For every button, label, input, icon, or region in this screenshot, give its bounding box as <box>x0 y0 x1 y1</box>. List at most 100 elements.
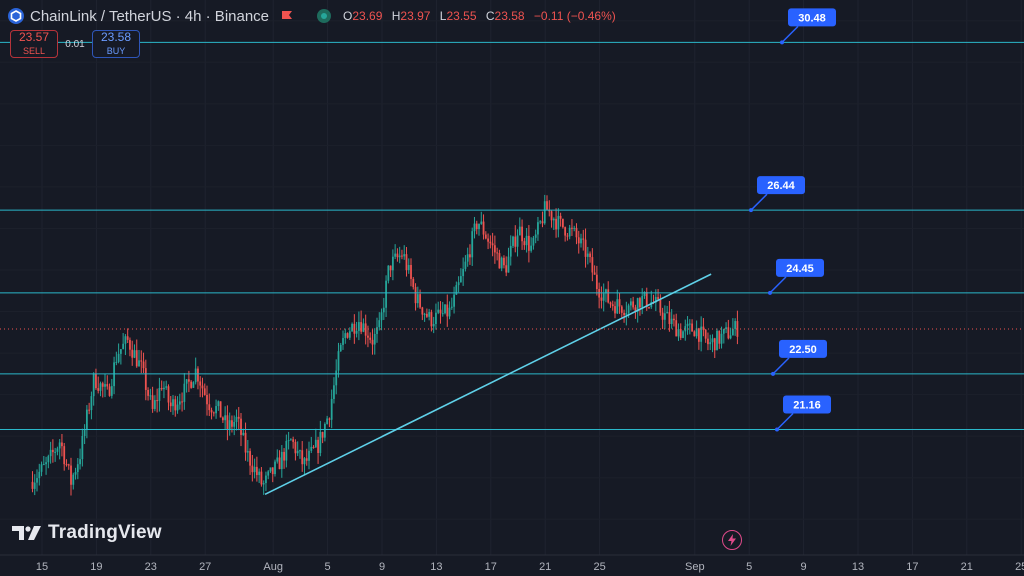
level-callout[interactable]: 30.48 <box>780 8 836 45</box>
candle-body <box>219 401 222 418</box>
tradingview-logo[interactable]: TradingView <box>12 522 162 544</box>
candle-body <box>566 235 569 237</box>
x-tick-label: 17 <box>485 561 497 573</box>
candle-body <box>459 276 462 283</box>
candle-body <box>357 322 360 331</box>
candle-body <box>283 451 285 461</box>
candle-body <box>611 304 614 307</box>
candle-body <box>530 245 533 251</box>
x-tick-label: 9 <box>801 561 807 573</box>
candle-body <box>394 253 397 257</box>
candle-body <box>702 326 705 330</box>
horizontal-levels[interactable]: 30.48 26.44 24.45 22.50 21.16 <box>0 8 1024 432</box>
candle-body <box>661 312 664 320</box>
candle-body <box>675 320 678 337</box>
candle-body <box>518 226 521 236</box>
candle-body <box>493 245 496 253</box>
candle-body <box>181 401 183 403</box>
level-callout[interactable]: 22.50 <box>771 339 827 376</box>
candle-body <box>317 439 319 453</box>
callout-box <box>783 395 831 414</box>
callout-label: 24.45 <box>786 263 814 275</box>
candle-body <box>387 265 390 281</box>
candle-body <box>129 339 131 350</box>
candle-body <box>54 451 57 453</box>
candle-body <box>503 257 505 266</box>
candle-body <box>500 257 503 269</box>
buy-price: 23.58 <box>100 30 132 44</box>
candle-body <box>600 297 603 301</box>
candle-body <box>489 241 492 244</box>
flag-icon[interactable] <box>281 10 293 22</box>
candle-body <box>326 418 329 424</box>
candle-body <box>684 326 687 332</box>
candle-body <box>147 389 149 396</box>
candle-body <box>595 274 598 290</box>
candle-body <box>269 467 272 472</box>
candle-body <box>251 465 254 473</box>
candle-body <box>371 339 374 345</box>
candle-body <box>571 227 573 229</box>
candle-body <box>593 272 596 275</box>
candle-body <box>654 297 657 303</box>
candle-body <box>367 335 369 338</box>
candle-body <box>285 440 288 461</box>
x-tick-label: 21 <box>961 561 973 573</box>
callout-anchor <box>775 427 779 432</box>
candle-body <box>623 312 625 316</box>
candle-body <box>729 335 732 339</box>
candle-body <box>627 305 630 314</box>
x-tick-label: 19 <box>90 561 102 573</box>
candle-body <box>244 432 247 453</box>
candle-body <box>650 302 653 308</box>
candle-body <box>559 215 562 219</box>
candle-body <box>246 451 249 453</box>
candle-body <box>240 418 242 435</box>
sell-button[interactable]: 23.57 SELL <box>10 30 58 58</box>
candle-body <box>138 360 140 367</box>
candle-body <box>616 299 619 314</box>
trend-line[interactable] <box>264 273 712 496</box>
candle-body <box>265 475 267 484</box>
level-callout[interactable]: 24.45 <box>768 258 824 295</box>
level-callout[interactable]: 21.16 <box>775 395 831 432</box>
callout-label: 26.44 <box>767 180 795 192</box>
candle-body <box>425 313 428 317</box>
candle-body <box>444 304 446 314</box>
candle-body <box>725 327 727 330</box>
candle-body <box>303 458 306 465</box>
candle-body <box>360 322 363 332</box>
x-tick-label: Aug <box>263 561 283 573</box>
candle-body <box>217 401 220 407</box>
candle-body <box>203 388 206 396</box>
candle-body <box>348 331 351 338</box>
candle-body <box>525 235 528 246</box>
candle-body <box>151 395 154 409</box>
candle-body <box>115 361 118 363</box>
callout-pointer <box>769 276 787 294</box>
candle-body <box>364 323 367 336</box>
candle-body <box>36 478 38 483</box>
candle-body <box>448 307 451 317</box>
candle-body <box>437 309 440 313</box>
buy-button[interactable]: 23.58 BUY <box>92 30 140 58</box>
candle-body <box>643 291 646 297</box>
candle-body <box>85 409 88 431</box>
candle-body <box>144 368 147 390</box>
x-tick-label: 5 <box>325 561 331 573</box>
candle-body <box>212 412 215 414</box>
lightning-icon[interactable] <box>722 530 742 550</box>
x-tick-label: 21 <box>539 561 551 573</box>
sell-price: 23.57 <box>18 30 50 44</box>
candle-body <box>38 471 41 479</box>
symbol-title[interactable]: ChainLink / TetherUS · 4h · Binance <box>30 7 270 25</box>
candle-body <box>274 461 276 475</box>
candle-body <box>416 294 419 304</box>
market-status-icon[interactable] <box>317 9 332 23</box>
level-callout[interactable]: 26.44 <box>749 176 805 213</box>
candle-body <box>484 234 487 239</box>
candle-body <box>192 382 195 388</box>
candle-body <box>466 254 469 262</box>
